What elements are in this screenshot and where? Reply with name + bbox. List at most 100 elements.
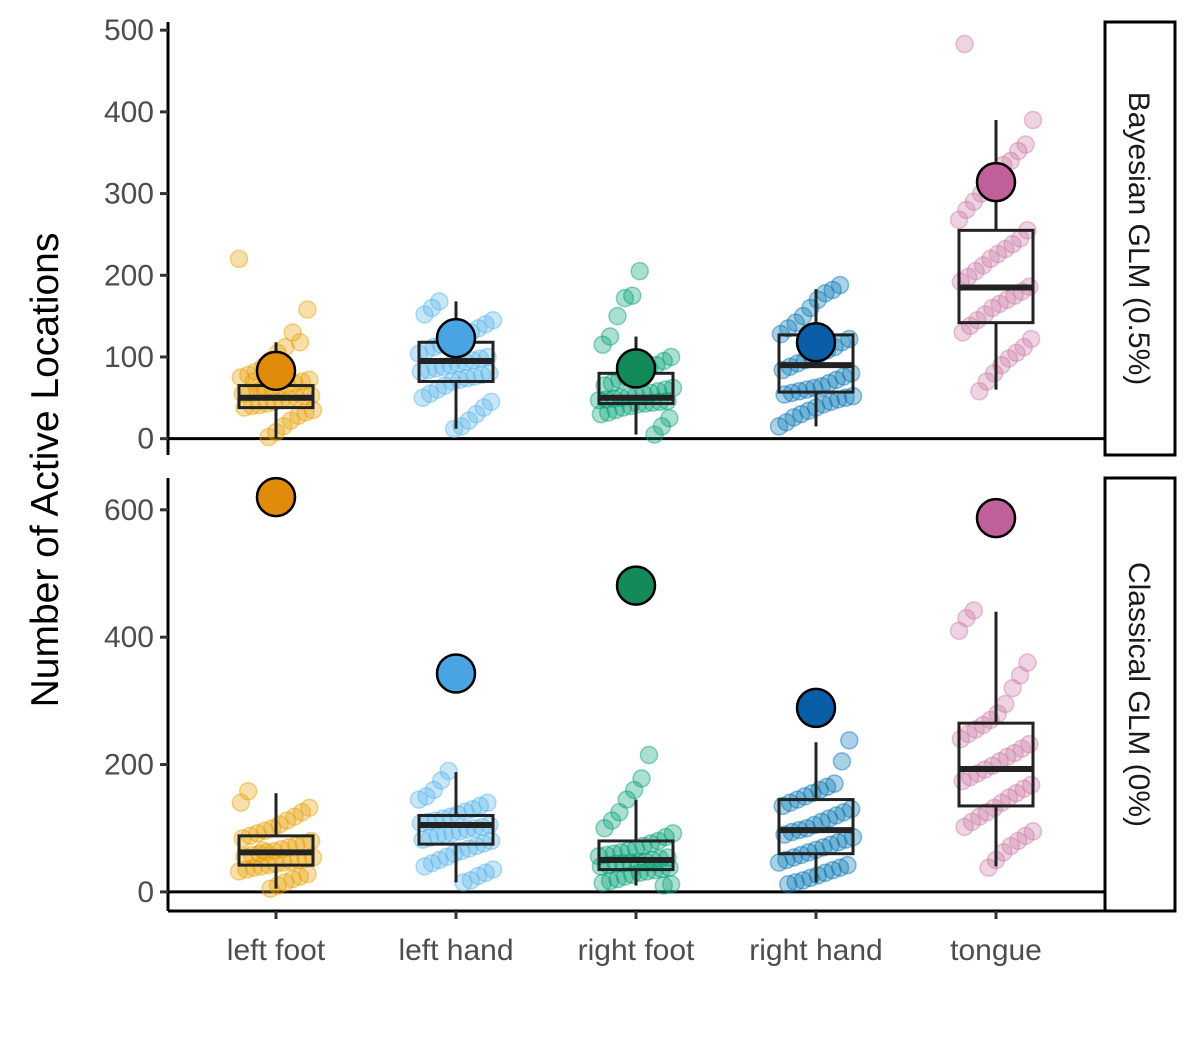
- subject-point: [632, 769, 651, 788]
- group-tongue: [949, 34, 1043, 401]
- subject-point: [661, 875, 681, 894]
- group-left-hand: [409, 292, 503, 439]
- subject-point: [1023, 110, 1043, 130]
- subject-point: [654, 876, 673, 895]
- x-tick-label: right foot: [578, 934, 695, 967]
- subject-point: [233, 829, 252, 848]
- group-right-foot: [589, 565, 683, 895]
- subject-point: [593, 335, 612, 354]
- subject-point: [461, 871, 481, 890]
- subject-point: [1008, 141, 1028, 161]
- group-right-hand: [769, 275, 863, 436]
- subject-point: [606, 400, 625, 420]
- subject-point: [615, 288, 635, 308]
- x-tick-label: left hand: [398, 934, 513, 967]
- subject-point: [973, 256, 993, 275]
- subject-point: [1016, 826, 1035, 846]
- x-tick-label: left foot: [227, 934, 326, 967]
- subject-point: [478, 793, 497, 812]
- subject-point: [793, 306, 813, 326]
- y-tick-label: 200: [104, 259, 154, 292]
- y-tick-label: 400: [104, 621, 154, 654]
- subject-point: [608, 306, 627, 326]
- subject-point: [593, 873, 612, 893]
- subject-point: [444, 419, 464, 439]
- subject-point: [639, 745, 659, 765]
- subject-point: [999, 349, 1019, 368]
- subject-point: [984, 798, 1004, 818]
- subject-point: [779, 319, 798, 338]
- subject-point: [630, 261, 649, 281]
- subject-point: [610, 803, 629, 822]
- subject-point: [468, 866, 488, 886]
- subject-point: [463, 799, 482, 819]
- subject-point: [828, 832, 848, 852]
- subject-point: [300, 798, 319, 818]
- subject-point: [602, 811, 622, 830]
- facet-strip: [1103, 20, 1177, 457]
- group-point: [795, 687, 837, 729]
- subject-point: [838, 855, 857, 875]
- subject-point: [591, 404, 611, 424]
- subject-point: [1007, 783, 1026, 803]
- subject-point: [623, 286, 642, 305]
- subject-point: [459, 411, 479, 430]
- group-point: [975, 497, 1017, 539]
- subject-point: [290, 333, 310, 352]
- subject-point: [957, 608, 976, 628]
- subject-point: [1021, 775, 1041, 795]
- group-right-foot: [589, 261, 683, 444]
- subject-point: [645, 425, 664, 444]
- y-tick-label: 500: [104, 14, 154, 47]
- subject-point: [411, 362, 431, 381]
- subject-point: [997, 747, 1017, 767]
- panel-bayesian: 0 100 200 300 400 500 Bayesian GLM (0.5%): [104, 14, 1177, 457]
- subject-point: [439, 761, 458, 781]
- box: [957, 721, 1035, 808]
- subject-point: [483, 310, 503, 330]
- subject-point: [424, 780, 444, 800]
- subject-point: [786, 313, 805, 332]
- subject-point: [964, 192, 984, 211]
- box: [957, 228, 1035, 325]
- group-point: [795, 322, 837, 363]
- panel-classical: 0 200 400 600 Classical GLM (0%): [104, 476, 1177, 913]
- subject-point: [268, 876, 288, 895]
- group-left-foot: [229, 249, 323, 447]
- subject-point: [281, 411, 301, 430]
- x-tick-label: right hand: [749, 934, 882, 967]
- group-point: [615, 565, 657, 606]
- subject-point: [984, 364, 1004, 383]
- subject-point: [827, 370, 846, 390]
- subject-point: [793, 871, 813, 890]
- subject-point: [966, 261, 985, 281]
- group-point: [435, 653, 477, 694]
- subject-point: [817, 777, 837, 797]
- group-point: [255, 476, 297, 518]
- subject-point: [797, 380, 816, 399]
- subject-point: [472, 365, 492, 385]
- subject-point: [814, 838, 833, 857]
- subject-point: [808, 866, 828, 885]
- subject-point: [600, 327, 620, 346]
- subject-point: [1023, 822, 1043, 841]
- y-tick-label: 200: [104, 749, 154, 782]
- subject-point: [283, 869, 302, 889]
- subject-point: [996, 239, 1015, 259]
- subject-point: [973, 715, 993, 735]
- subject-point: [955, 817, 974, 837]
- subject-point: [422, 853, 442, 873]
- group-point: [255, 350, 297, 392]
- subject-point: [1008, 831, 1028, 851]
- subject-point: [430, 292, 449, 311]
- subject-point: [953, 771, 972, 791]
- subject-point: [409, 790, 429, 809]
- box: [597, 839, 675, 872]
- y-tick-label: 600: [104, 494, 154, 527]
- subject-point: [298, 300, 317, 319]
- box: [777, 798, 855, 856]
- y-tick-label: 100: [104, 341, 154, 374]
- y-tick-label: 0: [137, 423, 154, 456]
- subject-point: [476, 863, 495, 883]
- subject-point: [600, 871, 620, 891]
